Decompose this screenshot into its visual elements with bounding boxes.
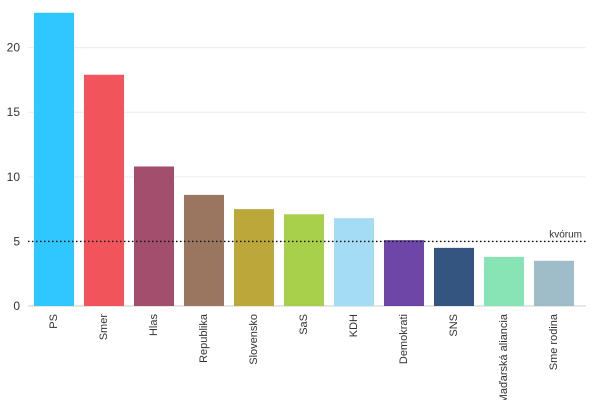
x-tick-label: Sme rodina bbox=[548, 313, 560, 370]
bar-republika bbox=[184, 194, 224, 306]
x-tick-label: PS bbox=[48, 314, 60, 329]
bar-kdh bbox=[334, 218, 374, 306]
y-axis-ticks: 0 5 10 15 20 bbox=[7, 41, 21, 313]
x-tick-label: Republika bbox=[198, 313, 210, 363]
y-tick-label: 20 bbox=[7, 41, 21, 55]
x-tick-label: Hlas bbox=[148, 314, 160, 337]
bar-sns bbox=[434, 247, 474, 306]
x-tick-label: Demokrati bbox=[398, 314, 410, 364]
y-tick-label: 5 bbox=[13, 234, 20, 248]
bar-demokrati bbox=[384, 240, 424, 306]
bar-sme-rodina bbox=[534, 260, 574, 306]
x-tick-label: SaS bbox=[298, 314, 310, 335]
bar-hlas bbox=[134, 166, 174, 306]
x-tick-label: Maďarská aliancia bbox=[498, 313, 510, 400]
bar-sas bbox=[284, 214, 324, 306]
x-tick-label: SNS bbox=[448, 314, 460, 337]
x-tick-label: KDH bbox=[348, 314, 360, 337]
bar-smer bbox=[84, 74, 124, 306]
bar-ma-arsk-aliancia bbox=[484, 256, 524, 306]
bar-slovensko bbox=[234, 209, 274, 306]
y-tick-label: 0 bbox=[13, 299, 20, 313]
threshold: kvórum bbox=[28, 229, 586, 243]
threshold-label: kvórum bbox=[549, 229, 582, 240]
bars bbox=[34, 12, 574, 307]
x-tick-label: Smer bbox=[98, 314, 110, 341]
y-tick-label: 15 bbox=[7, 105, 21, 119]
bar-ps bbox=[34, 12, 74, 307]
x-axis-labels: PS Smer Hlas Republika Slovensko SaS KDH Demokr… bbox=[48, 313, 560, 400]
x-tick-label: Slovensko bbox=[248, 314, 260, 365]
y-tick-label: 10 bbox=[7, 170, 21, 184]
